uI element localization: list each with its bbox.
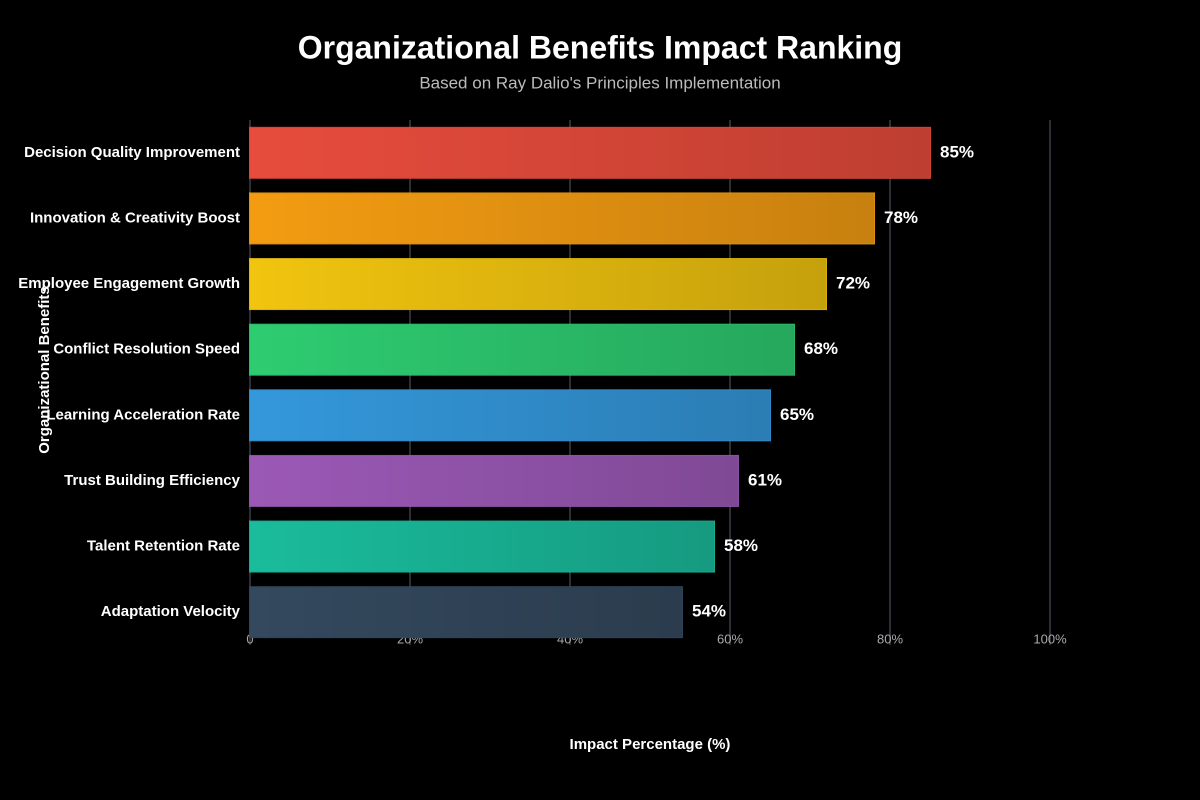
y-tick-label: Learning Acceleration Rate — [46, 406, 240, 423]
bar-shade — [250, 521, 714, 572]
x-tick-label: 0 — [246, 631, 253, 646]
value-label: 72% — [836, 274, 870, 293]
value-label: 65% — [780, 405, 814, 424]
value-label: 68% — [804, 339, 838, 358]
chart-title: Organizational Benefits Impact Ranking — [298, 29, 903, 65]
y-tick-label: Trust Building Efficiency — [64, 472, 241, 489]
value-label: 85% — [940, 142, 974, 161]
y-tick-label: Innovation & Creativity Boost — [30, 209, 240, 226]
y-tick-label: Decision Quality Improvement — [24, 144, 240, 161]
y-axis-title: Organizational Benefits — [36, 286, 53, 454]
bar-shade — [250, 324, 794, 375]
bar-shade — [250, 259, 826, 310]
value-label: 61% — [748, 470, 782, 489]
bar-shade — [250, 127, 930, 178]
chart-subtitle: Based on Ray Dalio's Principles Implemen… — [419, 73, 780, 92]
y-tick-label: Employee Engagement Growth — [18, 275, 240, 292]
value-label: 54% — [692, 602, 726, 621]
y-tick-label: Talent Retention Rate — [87, 538, 240, 555]
y-tick-label: Conflict Resolution Speed — [53, 341, 240, 358]
y-tick-label: Adaptation Velocity — [101, 603, 241, 620]
x-tick-label: 100% — [1033, 631, 1067, 646]
bar-shade — [250, 455, 738, 506]
bar-shade — [250, 193, 874, 244]
x-tick-label: 80% — [877, 631, 903, 646]
x-tick-label: 60% — [717, 631, 743, 646]
bar-shade — [250, 390, 770, 441]
x-axis-title: Impact Percentage (%) — [570, 736, 731, 753]
value-label: 78% — [884, 208, 918, 227]
value-label: 58% — [724, 536, 758, 555]
bar-shade — [250, 587, 682, 638]
